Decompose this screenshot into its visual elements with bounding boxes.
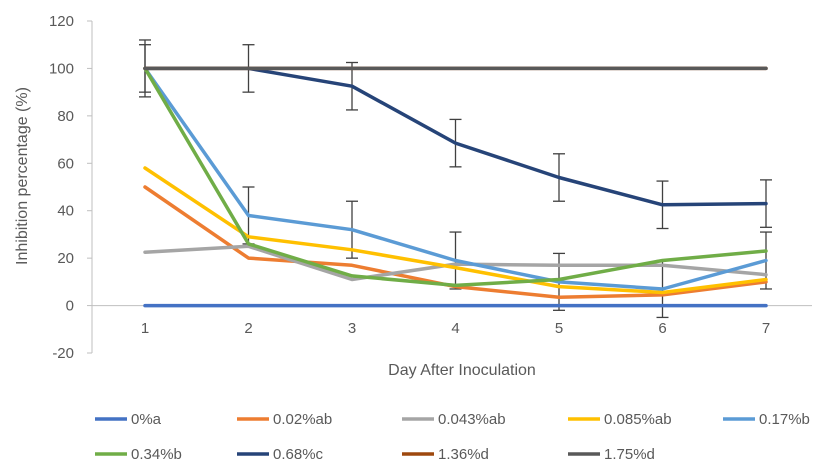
x-tick-label: 2 bbox=[244, 320, 252, 337]
axes: -20 0 20 40 60 80 100 120 1 2 3 4 5 6 7 bbox=[49, 13, 812, 362]
legend-label: 1.36%d bbox=[438, 446, 489, 463]
y-tick-label: 20 bbox=[57, 250, 74, 267]
y-tick-label: 80 bbox=[57, 108, 74, 125]
series-line-5 bbox=[143, 66, 768, 291]
x-tick-label: 3 bbox=[348, 320, 356, 337]
y-axis-title: Inhibition percentage (%) bbox=[14, 87, 31, 265]
y-tick-label: -20 bbox=[52, 345, 74, 362]
legend-label: 0.043%ab bbox=[438, 411, 506, 428]
x-tick-label: 7 bbox=[762, 320, 770, 337]
series-line-3 bbox=[143, 244, 768, 282]
legend-label: 0.17%b bbox=[759, 411, 810, 428]
x-tick-label: 6 bbox=[658, 320, 666, 337]
series-line-6 bbox=[143, 66, 768, 288]
x-tick-label: 4 bbox=[451, 320, 459, 337]
legend-label: 1.75%d bbox=[604, 446, 655, 463]
y-tick-label: 120 bbox=[49, 13, 74, 30]
x-tick-label: 5 bbox=[555, 320, 563, 337]
y-tick-label: 40 bbox=[57, 203, 74, 220]
legend-label: 0.34%b bbox=[131, 446, 182, 463]
y-tick-label: 60 bbox=[57, 155, 74, 172]
y-tick-label: 100 bbox=[49, 60, 74, 77]
series-line-4 bbox=[143, 166, 768, 295]
legend-label: 0%a bbox=[131, 411, 162, 428]
x-axis-title: Day After Inoculation bbox=[388, 362, 536, 379]
series-lines bbox=[143, 66, 768, 308]
error-bars bbox=[139, 39, 772, 319]
legend-label: 0.68%c bbox=[273, 446, 324, 463]
legend: 0%a 0.02%ab 0.043%ab 0.085%ab 0.17%b 0.34%b 0.… bbox=[95, 411, 810, 463]
legend-label: 0.085%ab bbox=[604, 411, 672, 428]
legend-label: 0.02%ab bbox=[273, 411, 332, 428]
x-tick-label: 1 bbox=[141, 320, 149, 337]
y-tick-label: 0 bbox=[66, 298, 74, 315]
